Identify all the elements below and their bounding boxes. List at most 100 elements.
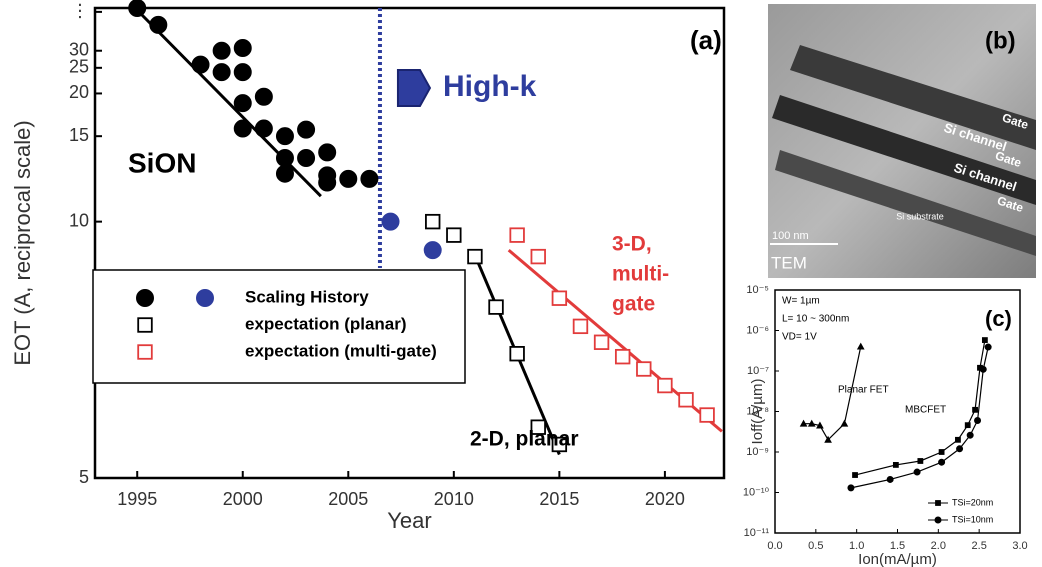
point bbox=[551, 436, 568, 453]
y-tick-label: 5 bbox=[79, 467, 89, 487]
high-k-arrow bbox=[396, 69, 432, 107]
x-axis-title: Ion(mA/µm) bbox=[858, 551, 937, 567]
point bbox=[657, 377, 673, 394]
point bbox=[423, 241, 442, 260]
point bbox=[530, 248, 546, 265]
point bbox=[938, 458, 946, 466]
y-tick-label: 30 bbox=[69, 39, 89, 59]
point bbox=[425, 213, 441, 230]
point bbox=[847, 484, 855, 492]
legend-marker bbox=[137, 344, 153, 360]
point bbox=[807, 419, 816, 427]
y-axis-title: EOT (A, reciprocal scale) bbox=[10, 120, 35, 365]
point bbox=[593, 334, 610, 350]
point bbox=[233, 63, 252, 82]
point bbox=[979, 365, 987, 373]
x-tick-label: 1.0 bbox=[849, 540, 864, 552]
y-tick-label: 10⁻⁵ bbox=[746, 284, 769, 296]
point bbox=[816, 421, 824, 429]
point bbox=[917, 458, 924, 464]
point bbox=[964, 422, 971, 429]
point bbox=[254, 119, 273, 138]
point bbox=[275, 149, 294, 168]
annotation: W= 1µm bbox=[782, 296, 820, 307]
point bbox=[318, 173, 337, 192]
point bbox=[892, 462, 899, 468]
point bbox=[984, 343, 992, 351]
plot-frame bbox=[93, 6, 726, 480]
y-tick-label: 15 bbox=[69, 125, 89, 145]
legend-marker bbox=[935, 500, 941, 506]
x-tick-label: 1.5 bbox=[890, 540, 905, 552]
tem-band bbox=[790, 45, 1036, 150]
legend-marker bbox=[196, 289, 214, 307]
point bbox=[233, 38, 252, 57]
y-tick-label: 10⁻¹⁰ bbox=[743, 486, 770, 498]
point bbox=[886, 475, 894, 483]
point bbox=[530, 419, 546, 435]
legend-label: expectation (multi-gate) bbox=[245, 341, 437, 360]
point bbox=[509, 227, 525, 243]
point bbox=[488, 299, 504, 315]
point bbox=[233, 119, 252, 138]
point bbox=[128, 0, 147, 17]
legend-label: TSi=20nm bbox=[952, 497, 993, 507]
y-tick-label: 10⁻⁸ bbox=[746, 405, 769, 417]
point bbox=[339, 169, 358, 188]
panel-label: (c) bbox=[985, 306, 1012, 331]
point bbox=[254, 87, 273, 106]
point bbox=[297, 149, 316, 168]
point bbox=[974, 416, 982, 424]
x-axis-title: Year bbox=[387, 508, 431, 533]
point bbox=[212, 63, 231, 82]
y-tick-label: 10⁻⁹ bbox=[746, 446, 769, 458]
legend-marker bbox=[136, 289, 154, 307]
point bbox=[318, 143, 337, 162]
legend-label: expectation (planar) bbox=[245, 314, 407, 333]
panel-label: (a) bbox=[690, 25, 722, 55]
scale-bar-label: 100 nm bbox=[772, 230, 809, 242]
curve-label: Planar FET bbox=[838, 385, 889, 396]
point bbox=[913, 468, 921, 476]
x-tick-label: 2010 bbox=[434, 489, 474, 509]
point bbox=[955, 436, 961, 443]
point bbox=[467, 248, 483, 265]
point bbox=[381, 212, 400, 231]
tem-band bbox=[775, 150, 1036, 256]
point bbox=[699, 407, 715, 423]
legend-label: TSi=10nm bbox=[952, 514, 993, 524]
point bbox=[824, 435, 832, 443]
tem-panel: (b) Gate Si channel Gate Si channel Gate… bbox=[768, 4, 1036, 278]
point bbox=[678, 392, 694, 408]
annotation: MBCFET bbox=[905, 405, 946, 416]
y-tick-label: 20 bbox=[69, 82, 89, 102]
x-tick-label: 1995 bbox=[117, 489, 157, 509]
x-tick-label: 2000 bbox=[223, 489, 263, 509]
annotation: VD= 1V bbox=[782, 332, 817, 343]
point bbox=[966, 431, 974, 439]
legend-label: Scaling History bbox=[245, 287, 369, 306]
annotation: 3-D, bbox=[612, 233, 652, 256]
annotation: 2-D, planar bbox=[470, 428, 579, 451]
point bbox=[297, 120, 316, 139]
y-tick-label: 10⁻¹¹ bbox=[744, 527, 770, 539]
x-tick-label: 2.5 bbox=[972, 540, 987, 552]
point bbox=[614, 348, 631, 365]
y-tick-label: ⋮ bbox=[71, 1, 89, 21]
point bbox=[275, 164, 294, 183]
point bbox=[446, 227, 462, 243]
point bbox=[972, 406, 978, 413]
point bbox=[551, 290, 568, 306]
legend-marker bbox=[137, 317, 153, 333]
y-axis-title: Ioff(A/µm) bbox=[749, 379, 766, 445]
legend-box bbox=[92, 269, 466, 384]
point bbox=[149, 15, 168, 34]
x-tick-label: 3.0 bbox=[1012, 540, 1027, 552]
x-tick-label: 2.0 bbox=[931, 540, 946, 552]
point bbox=[856, 342, 865, 350]
y-tick-label: 25 bbox=[69, 57, 89, 77]
point bbox=[852, 472, 858, 478]
point bbox=[275, 127, 294, 146]
annotation: multi- bbox=[612, 263, 669, 286]
